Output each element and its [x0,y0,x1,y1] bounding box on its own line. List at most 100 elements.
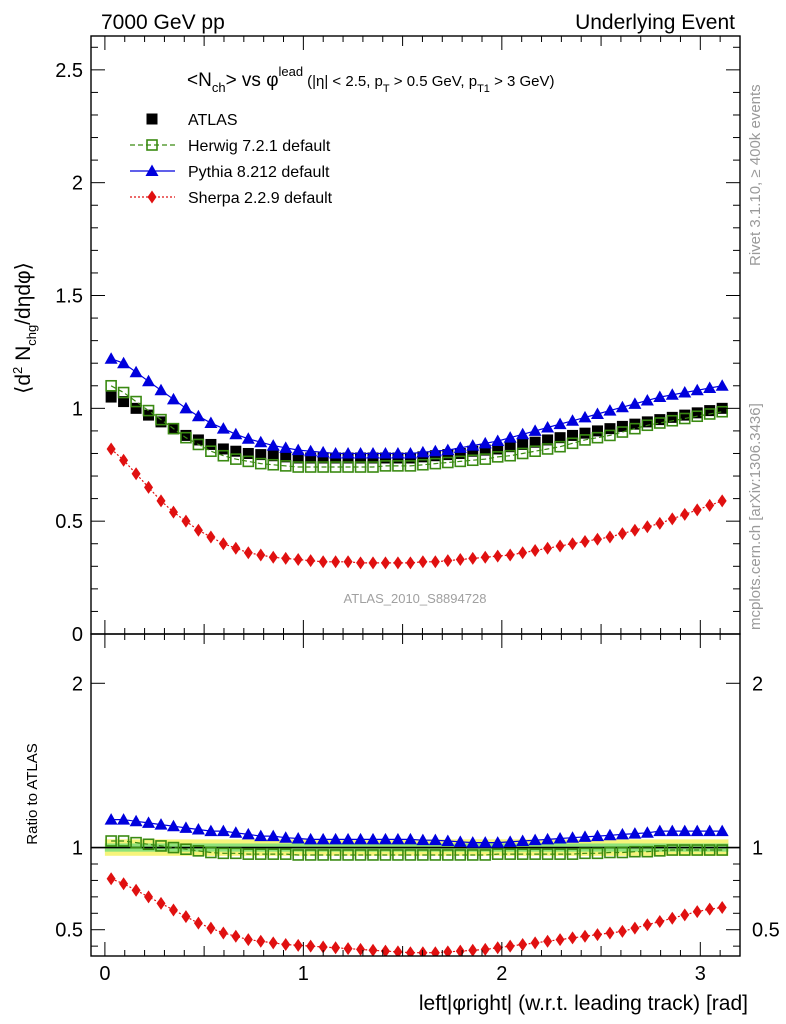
data-point-sherpa-43 [642,520,652,534]
data-point-herwig-22 [379,849,392,861]
data-point-atlas-30 [479,444,491,456]
data-point-sherpa-6 [181,910,191,924]
data-point-pythia-29 [466,439,480,451]
y-tick-label-right: 0.5 [752,920,780,942]
data-point-pythia-7 [191,823,205,835]
data-point-pythia-14 [279,831,293,843]
data-point-sherpa-44 [655,516,665,530]
data-point-herwig-4 [155,840,167,852]
main-panel: 0 0.5 1 1.5 2 2.5 [55,35,741,646]
data-point-herwig-19 [342,849,354,861]
data-point-sherpa-36 [555,933,565,947]
data-point-pythia-48 [703,824,717,837]
data-point-sherpa-31 [493,941,503,955]
data-point-pythia-19 [341,832,355,845]
data-point-pythia-40 [603,828,617,841]
y-tick-label: 0.5 [55,511,83,533]
data-point-herwig-26 [429,457,442,470]
data-point-sherpa-9 [218,537,228,551]
y-axis-label-ratio: Ratio to ATLAS [24,743,41,844]
legend-label-herwig: Herwig 7.2.1 default [188,138,331,155]
data-point-herwig-35 [541,848,554,860]
data-point-atlas-40 [604,423,616,435]
data-point-sherpa-35 [543,541,553,555]
data-point-sherpa-33 [518,546,528,560]
data-point-atlas-16 [305,452,317,464]
data-point-sherpa-38 [580,929,590,943]
data-point-atlas-15 [292,452,304,464]
data-point-sherpa-4 [156,494,166,508]
data-point-pythia-9 [216,824,230,837]
data-point-herwig-14 [279,848,292,860]
data-point-herwig-41 [616,426,629,438]
data-point-herwig-2 [130,395,142,408]
data-point-atlas-11 [242,447,254,459]
data-point-herwig-40 [604,846,616,859]
data-point-pythia-45 [665,824,679,837]
data-point-sherpa-34 [530,544,540,558]
data-point-pythia-49 [715,824,729,837]
data-point-herwig-43 [641,845,654,858]
data-point-pythia-0 [104,352,118,364]
data-point-pythia-13 [266,439,280,451]
data-point-sherpa-17 [318,555,328,569]
data-point-atlas-6 [180,429,192,441]
data-point-sherpa-23 [393,945,403,956]
data-point-herwig-30 [479,453,492,465]
data-point-atlas-0 [105,391,117,403]
data-point-atlas-1 [118,396,130,408]
data-point-pythia-42 [628,397,642,409]
data-point-herwig-4 [155,413,167,426]
data-point-pythia-37 [566,831,580,843]
data-point-sherpa-26 [430,946,440,956]
y-tick-label: 1 [72,838,83,860]
data-point-pythia-23 [391,446,405,459]
data-point-pythia-36 [553,832,567,844]
data-point-pythia-21 [366,832,380,845]
data-point-pythia-37 [566,414,580,426]
data-point-pythia-16 [304,832,318,845]
data-point-sherpa-20 [356,556,366,570]
data-point-herwig-11 [242,455,255,468]
data-point-sherpa-44 [655,915,665,928]
data-point-atlas-4 [155,416,167,428]
data-point-sherpa-20 [356,942,366,956]
data-point-atlas-33 [517,438,529,450]
data-point-atlas-29 [467,445,479,457]
series-line-herwig [110,385,723,468]
data-point-herwig-25 [417,849,429,861]
data-point-sherpa-39 [592,928,602,942]
data-point-pythia-26 [428,833,442,846]
data-point-pythia-39 [590,407,604,419]
data-point-pythia-43 [640,393,654,406]
data-point-sherpa-8 [206,921,216,935]
legend-label-atlas: ATLAS [188,112,238,129]
data-point-pythia-4 [154,818,168,830]
data-point-herwig-26 [429,849,442,861]
data-point-herwig-32 [504,848,516,860]
data-point-sherpa-14 [281,938,291,951]
data-point-sherpa-0 [106,442,116,456]
plot-title-text: <Nch> vs φlead(|η| < 2.5, pT > 0.5 GeV, … [187,64,555,95]
data-point-sherpa-0 [106,872,116,886]
data-point-sherpa-1 [119,453,129,467]
data-point-sherpa-3 [144,480,154,494]
y-tick-label-right: 1 [752,838,763,860]
data-point-herwig-7 [192,438,205,451]
data-point-pythia-28 [453,835,467,847]
data-point-herwig-35 [541,443,554,455]
data-point-herwig-6 [180,431,192,444]
data-point-sherpa-27 [443,945,453,956]
data-point-sherpa-5 [168,505,178,519]
data-point-sherpa-42 [630,921,640,935]
data-point-pythia-10 [229,427,243,440]
data-point-herwig-45 [666,414,679,427]
data-point-sherpa-40 [605,926,615,940]
data-point-pythia-17 [316,445,330,458]
data-point-herwig-18 [329,849,342,861]
data-point-herwig-16 [304,461,317,473]
data-point-sherpa-6 [181,514,191,528]
data-point-sherpa-30 [480,550,490,564]
data-point-herwig-25 [417,458,429,471]
mcplots-label: mcplots.cern.ch [arXiv:1306.3436] [747,403,764,630]
